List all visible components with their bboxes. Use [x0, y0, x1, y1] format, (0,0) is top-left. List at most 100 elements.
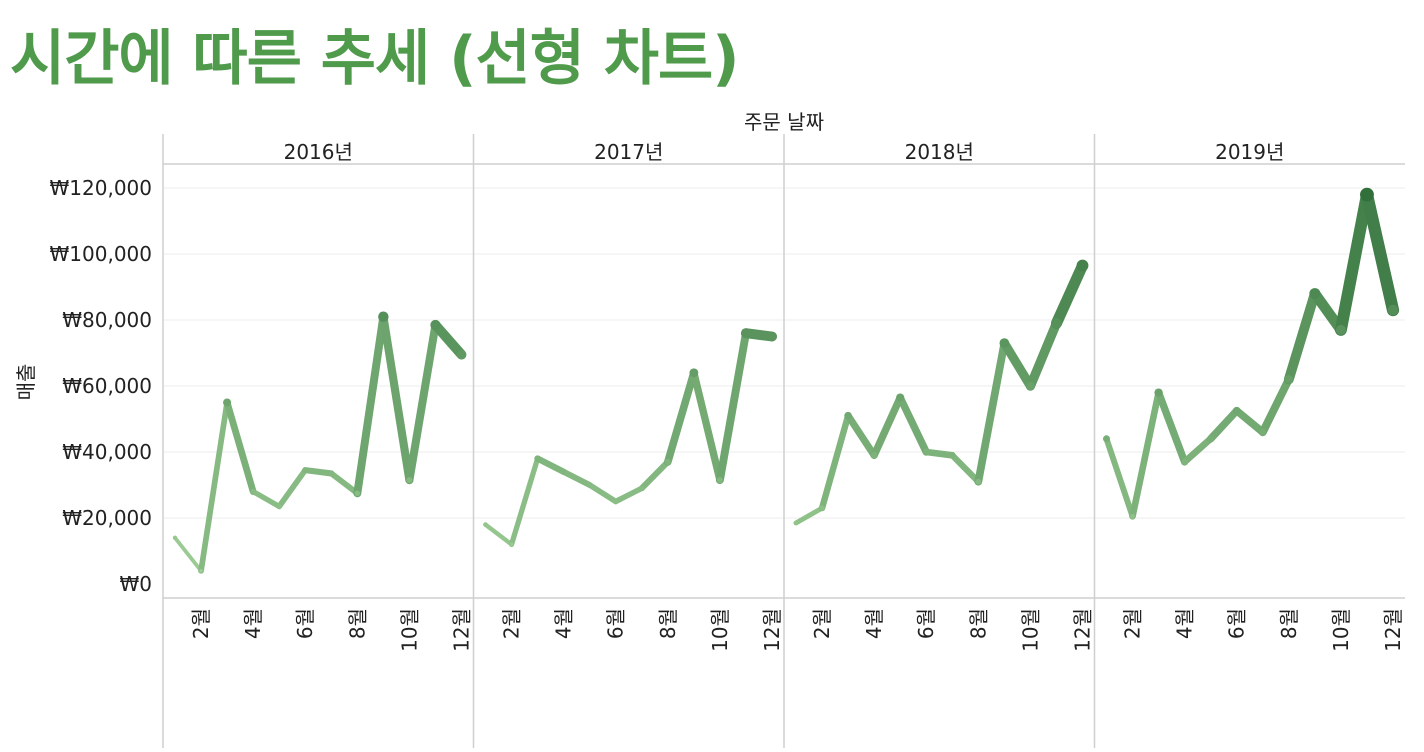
data-point [250, 488, 256, 495]
x-tick-label: 12월 [760, 608, 784, 652]
x-tick-label: 6월 [914, 608, 938, 639]
data-point [896, 393, 905, 402]
line-segment [586, 482, 619, 505]
line-segment [353, 312, 388, 498]
line-segment [1360, 188, 1400, 317]
x-tick-label: 12월 [1071, 608, 1095, 652]
data-point [430, 319, 441, 331]
panel-label: 2019년 [1215, 140, 1284, 164]
line-segment [379, 312, 414, 485]
data-point [870, 452, 878, 459]
y-tick-label: ₩60,000 [62, 374, 152, 398]
data-point [1259, 428, 1267, 436]
line-segment [612, 485, 645, 505]
line-segment [198, 399, 230, 574]
line-segment [1025, 318, 1062, 391]
x-tick-label: 4월 [552, 608, 576, 639]
data-point [172, 535, 178, 540]
data-point [1026, 381, 1035, 391]
line-segment [922, 448, 956, 459]
data-point [999, 338, 1010, 348]
x-tick-label: 4월 [862, 608, 886, 639]
column-header: 주문 날짜 [744, 110, 824, 134]
page-title: 시간에 따른 추세 (선형 차트) [10, 24, 740, 94]
line-segment [870, 393, 904, 459]
x-tick-label: 10월 [1018, 608, 1042, 652]
y-tick-labels: ₩0 ₩20,000 ₩40,000 ₩60,000 ₩80,000 ₩100,000 ₩1… [50, 176, 152, 596]
data-point [1232, 406, 1241, 415]
line-segment [974, 339, 1009, 486]
x-tick-labels: 2월 4월 6월 8월 10월 12월 2월 4월 6월 8월 10월 12월 2월 4월 6월 8월 10월 1… [189, 608, 1405, 652]
data-point [1181, 458, 1188, 466]
panel-label: 2017년 [594, 140, 663, 164]
x-tick-label: 2월 [500, 608, 524, 639]
x-tick-label: 4월 [1173, 608, 1197, 639]
x-tick-label: 10월 [1329, 608, 1353, 652]
data-point [223, 398, 232, 407]
x-tick-label: 2월 [1121, 608, 1145, 639]
data-point [613, 498, 619, 505]
x-tick-label: 6월 [293, 608, 317, 639]
panel-frames [162, 134, 1405, 748]
data-point [664, 458, 672, 466]
x-tick-label: 12월 [450, 608, 474, 652]
panel-labels: 2016년 2017년 2018년 2019년 [284, 140, 1285, 164]
line-segment [1129, 389, 1162, 520]
data-point [1130, 513, 1135, 519]
line-segment [534, 455, 567, 475]
data-point [740, 328, 751, 339]
data-point [793, 520, 799, 526]
line-segment [302, 467, 335, 477]
line-segment [664, 368, 698, 466]
data-point [1207, 435, 1215, 443]
line-segment [1154, 388, 1189, 466]
panel-label: 2016년 [284, 140, 353, 164]
data-point [1076, 259, 1089, 272]
data-point [456, 349, 467, 360]
series-lines [172, 187, 1400, 574]
y-tick-label: ₩0 [120, 572, 153, 596]
data-point [354, 490, 361, 497]
x-tick-label: 6월 [1225, 608, 1249, 639]
line-segment [560, 468, 593, 488]
panel-label: 2018년 [905, 140, 974, 164]
y-tick-label: ₩120,000 [50, 176, 152, 200]
data-point [328, 470, 335, 477]
data-point [1051, 318, 1062, 329]
x-tick-label: 4월 [241, 608, 265, 639]
data-point [716, 477, 723, 483]
line-segment [949, 452, 982, 485]
data-point [689, 368, 699, 378]
data-point [1102, 435, 1111, 443]
data-point [199, 569, 203, 573]
line-segment [508, 455, 541, 548]
data-point [406, 477, 413, 483]
line-segment [793, 505, 825, 526]
line-segment [715, 329, 750, 485]
line-segment [896, 393, 930, 456]
data-point [1387, 304, 1399, 316]
line-segment [405, 320, 440, 485]
line-segment [1283, 288, 1320, 385]
data-point [638, 485, 645, 492]
y-tick-label: ₩20,000 [62, 506, 152, 530]
line-segment [483, 522, 514, 547]
data-point [560, 468, 567, 475]
x-tick-label: 12월 [1381, 608, 1405, 652]
data-point [1154, 388, 1163, 397]
data-point [844, 411, 852, 420]
data-point [1309, 288, 1321, 300]
data-point [1284, 375, 1294, 384]
line-segment [1103, 435, 1136, 520]
y-tick-label: ₩80,000 [62, 308, 152, 332]
x-tick-label: 10월 [397, 608, 421, 652]
data-point [276, 503, 282, 510]
line-segment [276, 467, 309, 510]
line-segment [844, 412, 878, 459]
data-point [767, 331, 777, 342]
data-point [534, 455, 541, 462]
data-point [378, 311, 389, 322]
line-segment [1206, 407, 1241, 443]
line-segment [250, 488, 282, 510]
